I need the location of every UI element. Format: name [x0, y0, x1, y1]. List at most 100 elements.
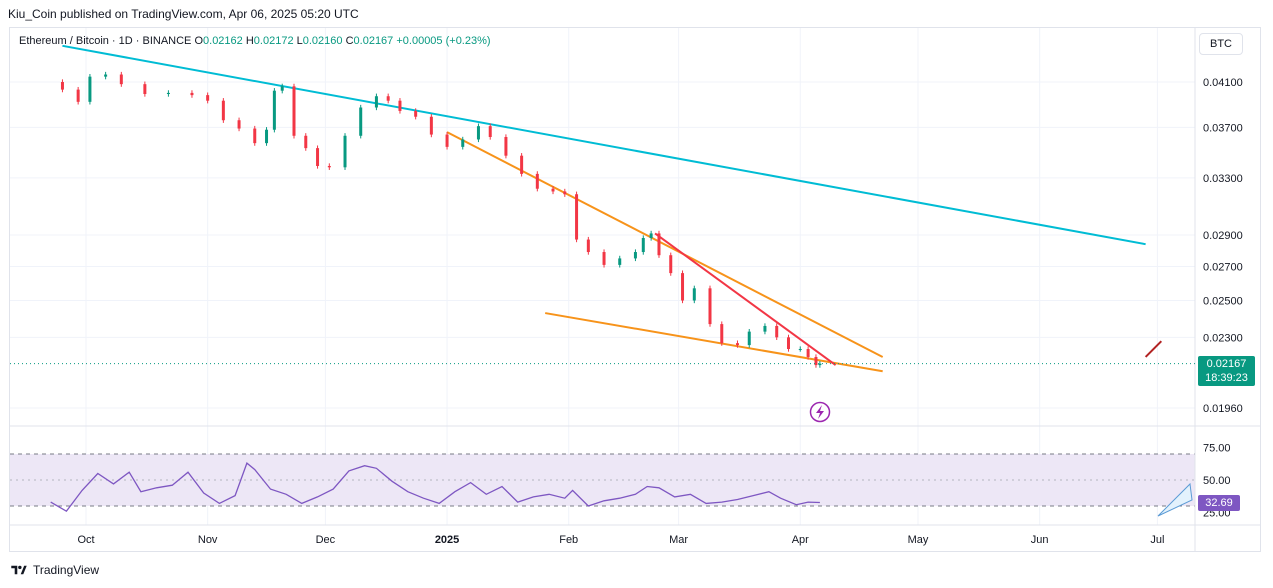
- candle-body: [551, 188, 555, 192]
- candle-body: [304, 135, 308, 149]
- price-tick-label: 0.03700: [1203, 122, 1243, 134]
- currency-button[interactable]: BTC: [1199, 33, 1243, 55]
- candle-body: [806, 349, 810, 357]
- rsi-tick-label: 75.00: [1203, 443, 1231, 455]
- candle-body: [237, 120, 241, 129]
- rsi-line: [50, 462, 820, 513]
- time-tick-label: Oct: [77, 534, 94, 546]
- candle-body: [316, 148, 320, 166]
- footer-branding[interactable]: TradingView: [10, 563, 99, 577]
- symbol-title[interactable]: Ethereum / Bitcoin · 1D · BINANCE: [19, 35, 192, 47]
- last-price-tag: 0.02167 18:39:23: [1198, 356, 1255, 386]
- candle-body: [735, 343, 739, 346]
- time-tick-label: Jun: [1031, 534, 1049, 546]
- candle-body: [641, 238, 645, 253]
- drawings: [62, 44, 1163, 423]
- candle-body: [359, 107, 363, 136]
- candle-body: [461, 139, 465, 147]
- time-tick-label: Jul: [1150, 534, 1164, 546]
- candle-body: [398, 100, 402, 111]
- candle-body: [669, 255, 673, 274]
- candle-body: [445, 134, 449, 147]
- axes: 0.04100 0.03700 0.03300 0.02900 0.02700 0.025…: [10, 28, 1260, 552]
- candle-body: [88, 76, 92, 102]
- trendline-annotation: [1144, 340, 1163, 358]
- candle-body: [429, 116, 433, 135]
- candle-body: [520, 155, 524, 174]
- price-tick-label: 0.03300: [1203, 173, 1243, 185]
- candle-body: [280, 86, 284, 91]
- rsi-tick-label: 50.00: [1203, 475, 1231, 487]
- candle-body: [272, 90, 276, 130]
- candle-body: [476, 126, 480, 140]
- trendline-annotation: [544, 312, 883, 373]
- candle-body: [586, 239, 590, 253]
- candle-body: [708, 288, 712, 325]
- high-value: 0.02172: [253, 35, 294, 47]
- candle-body: [649, 233, 653, 239]
- low-label: L: [296, 35, 303, 47]
- symbol-legend: Ethereum / Bitcoin · 1D · BINANCE O0.021…: [19, 35, 491, 47]
- candle-body: [76, 89, 80, 102]
- candle-body: [143, 84, 147, 95]
- candle-body: [535, 173, 539, 189]
- price-tick-label: 0.02700: [1203, 262, 1243, 274]
- grid: [10, 28, 1195, 525]
- candle-body: [374, 96, 378, 108]
- candle-body: [692, 288, 696, 301]
- trendline-annotation: [446, 131, 884, 358]
- candle-body: [104, 74, 108, 77]
- candle-body: [343, 135, 347, 168]
- candle-body: [221, 100, 225, 121]
- candle-body: [414, 110, 418, 117]
- trendline-annotation: [62, 44, 1146, 246]
- time-tick-label: May: [908, 534, 929, 546]
- time-tick-label: Feb: [559, 534, 578, 546]
- candle-body: [814, 356, 818, 366]
- footer-brand-text: TradingView: [33, 563, 100, 577]
- candle-body: [60, 82, 64, 90]
- close-label: C: [345, 35, 354, 47]
- candle-body: [327, 165, 331, 168]
- lightning-icon: [816, 405, 824, 419]
- candle-body: [720, 324, 724, 344]
- rsi-pane: [10, 453, 1195, 517]
- candle-body: [206, 95, 210, 101]
- candle-body: [292, 86, 296, 136]
- candle-body: [190, 92, 194, 96]
- chart-frame: [9, 27, 1261, 552]
- candle-body: [602, 252, 606, 265]
- price-tick-label: 0.04100: [1203, 77, 1243, 89]
- candle-body: [504, 136, 508, 156]
- rsi-projection-drawing: [1157, 482, 1193, 517]
- price-tick-label: 0.01960: [1203, 403, 1243, 415]
- open-value: 0.02162: [203, 35, 243, 47]
- open-label: O: [194, 35, 204, 47]
- bar-countdown: 18:39:23: [1205, 372, 1248, 384]
- published-by-line: Kiu_Coin published on TradingView.com, A…: [8, 7, 359, 21]
- candle-body: [265, 129, 269, 144]
- price-candles: [60, 71, 822, 368]
- candle-body: [119, 74, 123, 85]
- price-tick-label: 0.02500: [1203, 296, 1243, 308]
- change-value: +0.00005 (+0.23%): [396, 35, 491, 47]
- candle-body: [818, 363, 822, 366]
- time-tick-label: Apr: [792, 534, 809, 546]
- last-price-value: 0.02167: [1206, 358, 1247, 370]
- price-tick-label: 0.02900: [1203, 230, 1243, 242]
- candle-body: [618, 258, 622, 265]
- candle-body: [786, 337, 790, 350]
- candle-body: [657, 233, 661, 256]
- flash-event-icon: [809, 401, 831, 423]
- price-tick-label: 0.02300: [1203, 332, 1243, 344]
- candle-body: [763, 325, 767, 332]
- low-value: 0.02160: [302, 35, 343, 47]
- rsi-projection-shape: [1157, 482, 1193, 517]
- candle-body: [253, 128, 257, 144]
- time-tick-label: Nov: [198, 534, 218, 546]
- high-label: H: [245, 35, 254, 47]
- time-tick-label: Dec: [316, 534, 336, 546]
- candle-body: [747, 331, 751, 346]
- rsi-value-tag: 32.69: [1198, 495, 1240, 511]
